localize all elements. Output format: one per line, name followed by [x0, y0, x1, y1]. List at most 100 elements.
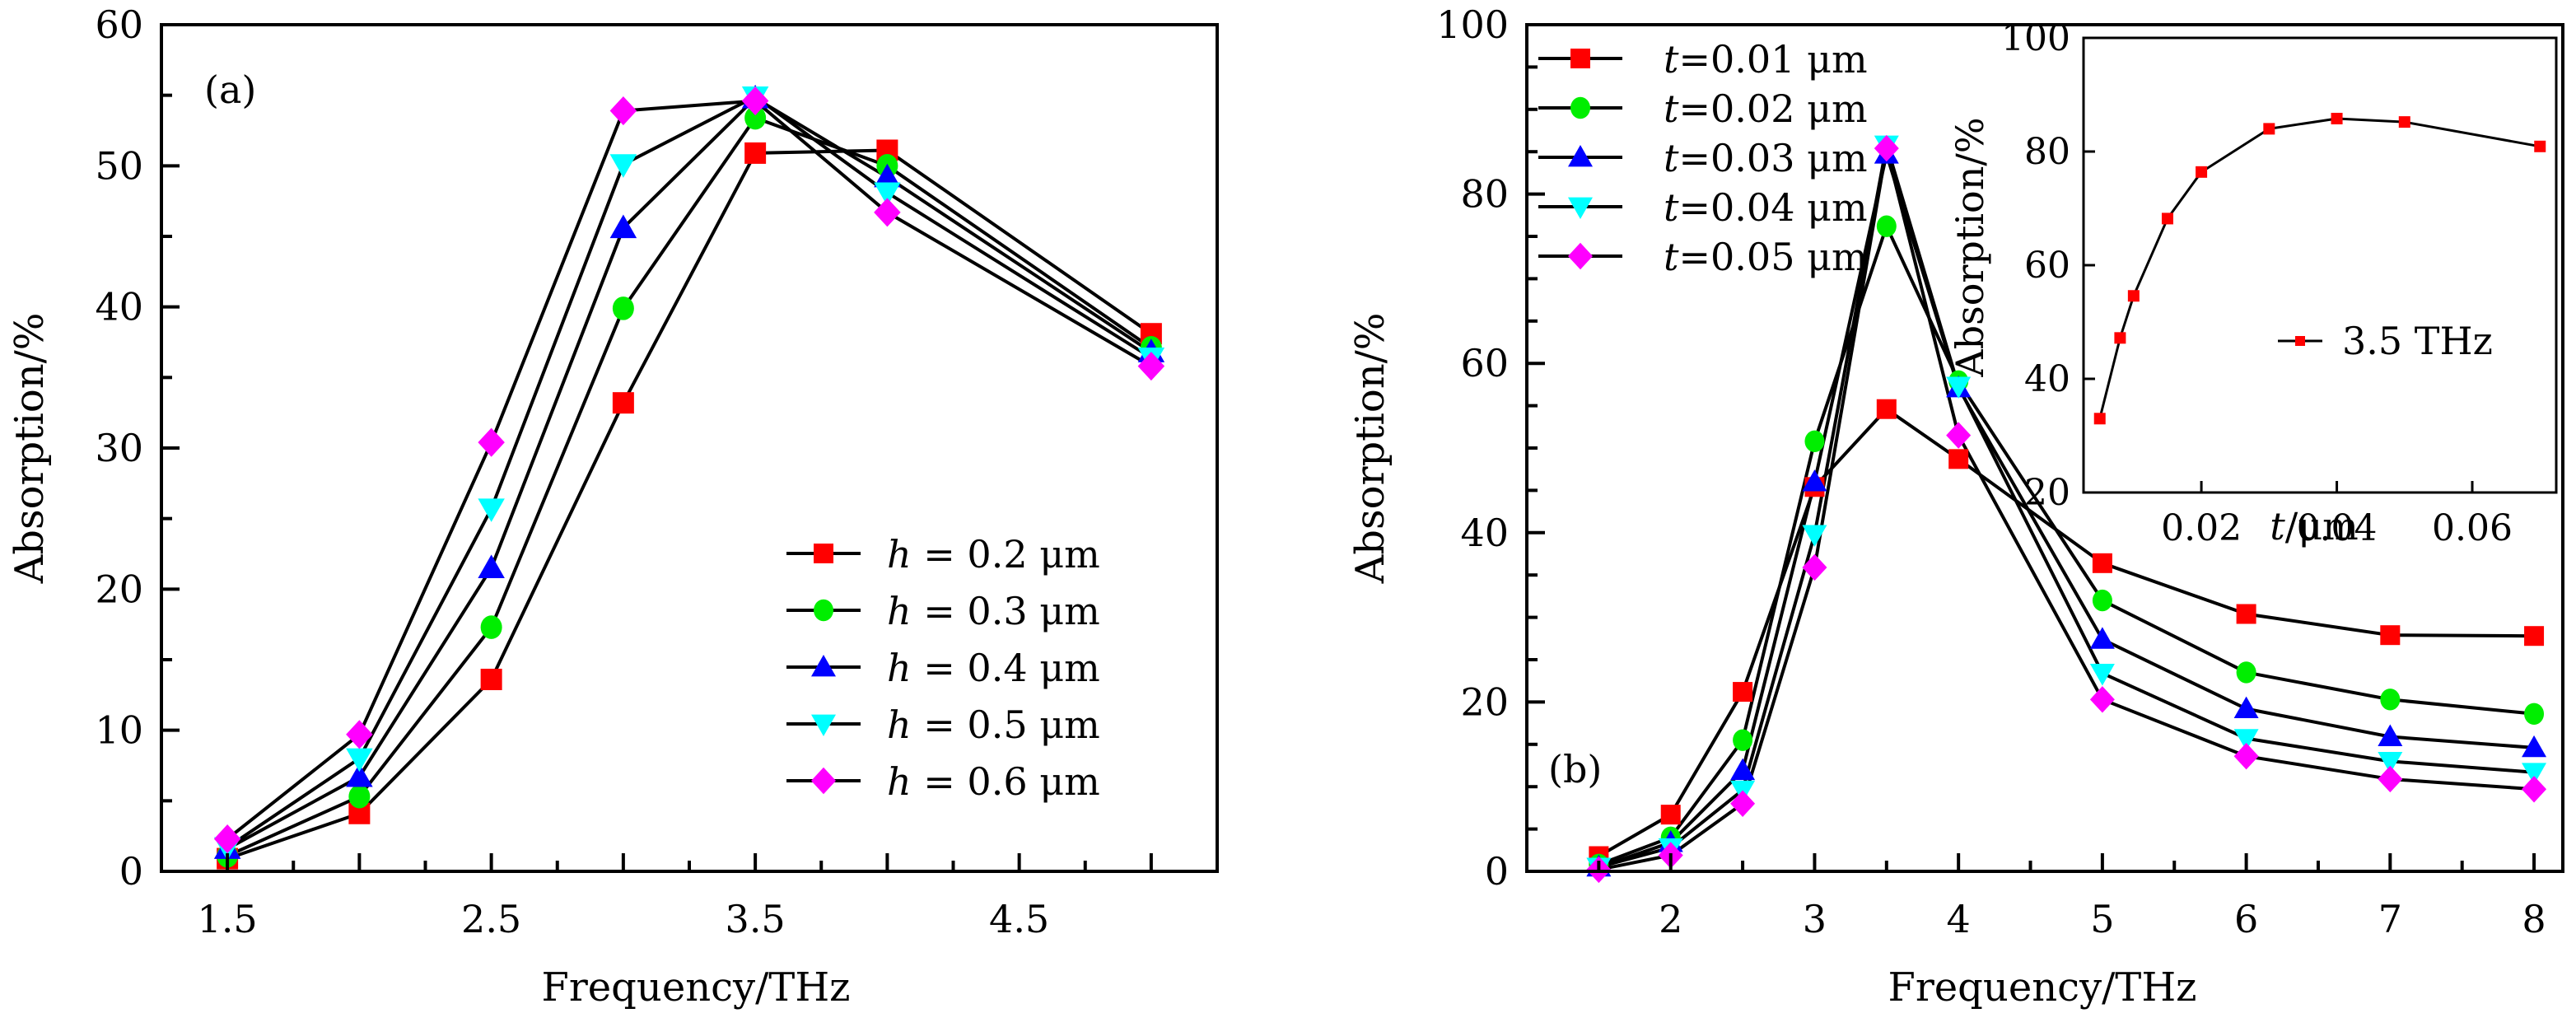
b-y-tick-label: 80: [1460, 172, 1509, 217]
a-legend-item: h = 0.4 μm: [786, 646, 1100, 690]
i-legend-label: 3.5 THz: [2342, 319, 2493, 363]
b-y-tick-label: 60: [1460, 341, 1509, 385]
b-legend-item: t=0.03 μm: [1538, 136, 1868, 180]
b-legend-value: =0.03 μm: [1679, 136, 1868, 180]
b-x-tick-label: 5: [2090, 897, 2114, 941]
b-legend-marker: [1568, 197, 1593, 219]
b-legend-label: t=0.01 μm: [1664, 37, 1868, 82]
b-data-point: [2378, 751, 2403, 774]
panel-a-plot-area: [213, 84, 1165, 870]
i-data-point: [2263, 123, 2275, 135]
b-legend-marker: [1568, 145, 1593, 167]
panel-a-x-axis-title: Frequency/THz: [542, 964, 851, 1011]
i-y-tick-label: 40: [2024, 358, 2070, 400]
a-data-point: [874, 163, 901, 188]
b-data-point: [2089, 627, 2115, 649]
b-legend-var: t: [1664, 86, 1679, 131]
b-data-point: [1948, 449, 1969, 469]
panel-b-legend: t=0.01 μmt=0.02 μmt=0.03 μmt=0.04 μmt=0.…: [1538, 37, 1868, 279]
b-x-tick-label: 7: [2378, 897, 2402, 941]
a-legend-marker: [811, 767, 836, 795]
b-legend-label: t=0.04 μm: [1664, 185, 1868, 230]
b-series-1: [1598, 407, 2535, 858]
b-data-point: [1802, 553, 1827, 581]
a-data-point: [609, 214, 637, 239]
panel-b-plot-area: [1586, 134, 2547, 884]
b-legend-value: =0.01 μm: [1679, 37, 1868, 82]
b-data-point: [2089, 664, 2115, 686]
a-data-point: [609, 154, 637, 178]
a-y-tick-label: 0: [119, 849, 143, 894]
inset-plot-area: [2093, 112, 2546, 425]
i-data-point: [2114, 332, 2126, 344]
a-data-point: [741, 86, 769, 116]
a-data-point: [1137, 352, 1165, 381]
b-data-point: [2378, 765, 2403, 793]
i-data-point: [2534, 140, 2546, 152]
a-legend-value: = 0.4 μm: [912, 646, 1100, 690]
inset-x-axis-unit: /μm: [2285, 504, 2359, 549]
panel-a-axes: 1.5 2.5 3.5 4.5 0 10 20 30 40 50 60: [95, 2, 1219, 941]
i-legend-marker: [2295, 336, 2305, 346]
a-x-tick-label: 2.5: [461, 897, 521, 941]
inset-x-axis-var: t: [2270, 504, 2285, 549]
b-data-point: [2524, 626, 2545, 647]
a-data-point: [744, 142, 767, 164]
b-legend-item: t=0.04 μm: [1538, 185, 1868, 230]
a-legend-label: h = 0.5 μm: [887, 703, 1100, 747]
b-data-point: [1802, 469, 1827, 492]
a-x-tick-label: 1.5: [198, 897, 258, 941]
i-y-tick-label: 80: [2024, 131, 2070, 173]
b-data-point: [2092, 553, 2112, 573]
a-legend-item: h = 0.5 μm: [786, 703, 1100, 747]
a-legend-var: h: [887, 646, 912, 690]
a-legend-value: = 0.2 μm: [912, 532, 1100, 577]
a-data-point: [478, 554, 505, 578]
b-data-point: [1804, 430, 1825, 452]
a-legend-var: h: [887, 703, 912, 747]
a-data-point: [612, 296, 634, 320]
i-y-tick-label: 100: [2001, 17, 2070, 59]
b-data-point: [2380, 625, 2401, 646]
b-legend-marker: [1568, 242, 1593, 270]
b-series-1-markers: [1589, 399, 2545, 866]
b-y-tick-label: 0: [1485, 849, 1509, 894]
a-legend-label: h = 0.4 μm: [887, 646, 1100, 690]
b-data-point: [1946, 422, 1972, 449]
b-series-line: [1598, 147, 2535, 871]
b-data-point: [2233, 742, 2259, 770]
b-data-point: [2522, 776, 2547, 803]
b-legend-marker: [1570, 49, 1590, 68]
a-legend-label: h = 0.6 μm: [887, 759, 1100, 804]
b-x-tick-label: 4: [1947, 897, 1971, 941]
a-legend-var: h: [887, 589, 912, 633]
b-legend-item: t=0.02 μm: [1538, 86, 1868, 131]
b-legend-var: t: [1664, 37, 1679, 82]
b-legend-marker: [1570, 96, 1590, 119]
inset-legend: 3.5 THz: [2278, 319, 2493, 363]
i-legend-item: 3.5 THz: [2278, 319, 2493, 363]
panel-b-label: (b): [1548, 747, 1602, 791]
a-data-point: [480, 615, 502, 639]
a-legend-marker: [814, 599, 833, 622]
inset-y-axis-title: Absorption/%: [1948, 117, 1992, 377]
a-x-tick-label: 3.5: [726, 897, 786, 941]
b-series-line: [1598, 224, 2535, 866]
panel-b-y-axis-title: Absorption/%: [1347, 313, 1393, 585]
a-legend-value: = 0.5 μm: [912, 703, 1100, 747]
a-data-point: [346, 720, 373, 749]
a-data-point: [874, 198, 901, 227]
a-data-point: [609, 96, 637, 126]
b-legend-item: t=0.05 μm: [1538, 235, 1868, 279]
b-data-point: [2522, 763, 2547, 785]
b-data-point: [2233, 696, 2259, 719]
b-series-line: [1598, 142, 2535, 869]
b-data-point: [2236, 604, 2256, 624]
panel-b-x-axis-title: Frequency/THz: [1888, 964, 2197, 1011]
b-legend-var: t: [1664, 136, 1679, 180]
b-series-4: [1598, 142, 2535, 869]
i-series-1-markers: [2093, 112, 2546, 425]
a-y-tick-label: 40: [95, 285, 143, 329]
